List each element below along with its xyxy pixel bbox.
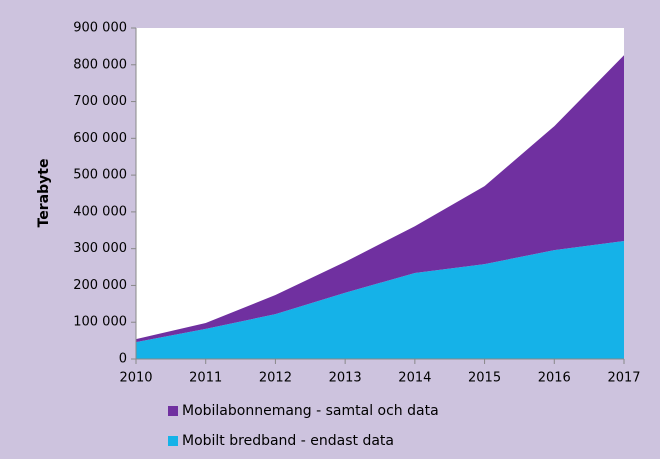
y-tick-label: 400 000 (73, 204, 127, 219)
y-tick-label: 0 (119, 352, 127, 367)
x-tick-label: 2013 (329, 371, 362, 386)
y-tick-label: 700 000 (73, 94, 127, 109)
y-tick-label: 100 000 (73, 315, 127, 330)
legend-swatch (168, 436, 178, 446)
x-tick-label: 2010 (119, 371, 152, 386)
area (136, 240, 624, 359)
x-tick-label: 2017 (607, 371, 640, 386)
legend-label: Mobilabonnemang - samtal och data (182, 403, 439, 419)
x-tick-label: 2014 (398, 371, 431, 386)
x-tick-label: 2015 (468, 371, 501, 386)
y-tick-label: 600 000 (73, 131, 127, 146)
y-tick-label: 200 000 (73, 278, 127, 293)
y-tick-label: 300 000 (73, 241, 127, 256)
legend-swatch (168, 406, 178, 416)
x-tick-label: 2012 (259, 371, 292, 386)
area (136, 55, 624, 343)
y-tick-label: 500 000 (73, 168, 127, 183)
legend-label: Mobilt bredband - endast data (182, 433, 394, 449)
y-tick-label: 800 000 (73, 57, 127, 72)
x-tick-label: 2011 (189, 371, 222, 386)
x-tick-label: 2016 (538, 371, 571, 386)
y-tick-label: 900 000 (73, 21, 127, 36)
y-axis-label: Terabyte (36, 159, 52, 228)
